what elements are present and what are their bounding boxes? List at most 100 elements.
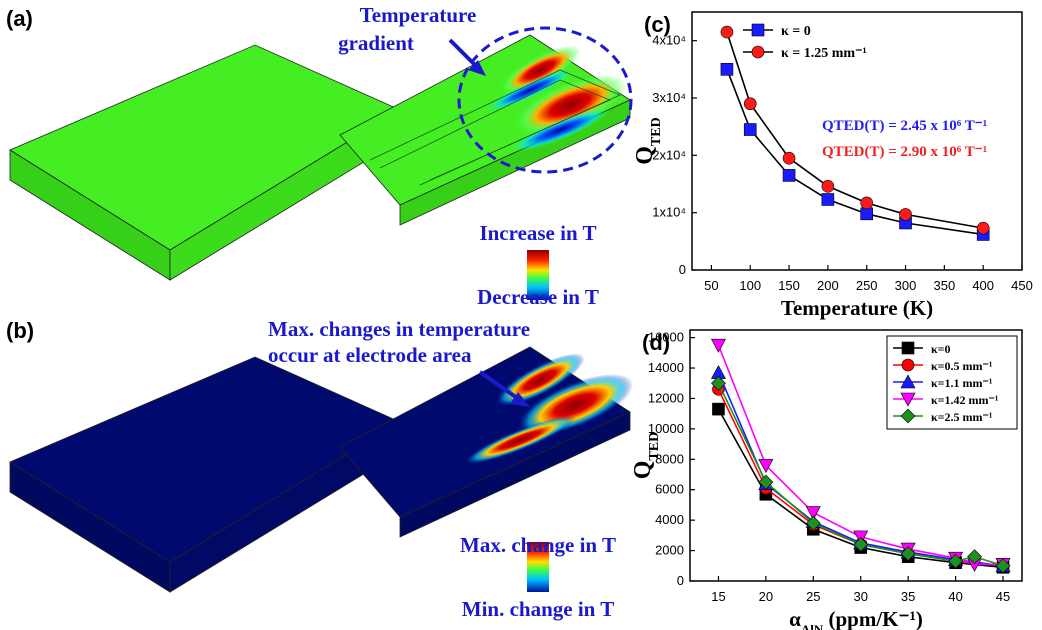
marker <box>948 553 964 569</box>
annotation: gradient <box>338 31 414 55</box>
marker <box>720 25 734 39</box>
legend-label: κ = 0 <box>781 24 811 39</box>
marker <box>743 97 757 111</box>
legend-marker <box>901 341 915 355</box>
marker <box>899 208 912 221</box>
marker <box>995 558 1011 574</box>
scale-top-label: Increase in T <box>479 221 596 245</box>
annotation: Max. changes in temperature <box>268 317 530 341</box>
x-tick-label: 250 <box>856 278 878 293</box>
render-a <box>9 26 633 300</box>
marker <box>821 179 835 193</box>
legend-label: κ=0.5 mm⁻¹ <box>931 359 993 373</box>
y-tick-label: 0 <box>677 573 684 588</box>
marker <box>860 196 874 210</box>
legend-marker <box>901 358 915 372</box>
y-tick-label: 1x10⁴ <box>652 205 686 220</box>
x-axis-label-main: α <box>789 607 801 630</box>
y-axis-label-main: Q <box>630 461 656 480</box>
y-tick-label: 10000 <box>648 421 684 436</box>
y-tick-label: 6000 <box>655 482 684 497</box>
y-tick-label: 8000 <box>655 451 684 466</box>
legend-label: κ = 1.25 mm⁻¹ <box>781 46 867 61</box>
marker <box>805 515 821 531</box>
legend-marker <box>900 392 916 407</box>
legend-label: κ=1.42 mm⁻¹ <box>931 393 999 407</box>
x-tick-label: 35 <box>901 589 915 604</box>
marker <box>821 193 835 206</box>
legend-marker <box>751 45 765 59</box>
marker <box>860 207 874 221</box>
x-tick-label: 150 <box>778 278 800 293</box>
y-tick-label: 12000 <box>648 390 684 405</box>
x-tick-label: 40 <box>948 589 962 604</box>
legend-label: κ=0 <box>931 342 951 356</box>
y-tick-label: 14000 <box>648 360 684 375</box>
scale-bottom-label: Decrease in T <box>477 285 599 309</box>
y-axis-label: QTED <box>630 432 662 479</box>
y-tick-label: 4x10⁴ <box>652 33 686 48</box>
plot-frame <box>689 329 1023 582</box>
annotation: occur at electrode area <box>268 343 472 367</box>
y-axis-label-sub: TED <box>649 117 664 146</box>
marker <box>712 402 725 416</box>
legend-marker <box>900 374 916 389</box>
x-tick-label: 400 <box>972 278 994 293</box>
marker <box>710 338 726 353</box>
x-tick-label: 30 <box>854 589 868 604</box>
legend-marker <box>900 408 916 424</box>
x-axis-label-rest: (ppm/K⁻¹) <box>823 607 923 630</box>
x-axis-label: Temperature (K) <box>781 296 933 320</box>
x-tick-label: 50 <box>704 278 718 293</box>
y-tick-label: 4000 <box>655 512 684 527</box>
x-tick-label: 300 <box>895 278 917 293</box>
legend-label: κ=2.5 mm⁻¹ <box>931 410 993 424</box>
y-tick-label: 16000 <box>648 330 684 345</box>
y-tick-label: 3x10⁴ <box>652 90 686 105</box>
x-tick-label: 25 <box>806 589 820 604</box>
panel-label: (a) <box>6 6 33 31</box>
render-b <box>9 346 634 593</box>
y-tick-label: 2x10⁴ <box>652 147 686 162</box>
x-axis-label: αAlN (ppm/K⁻¹) <box>789 607 923 630</box>
x-tick-label: 350 <box>934 278 956 293</box>
y-tick-label: 0 <box>679 262 686 277</box>
panel-label: (c) <box>644 12 671 37</box>
plot-frame <box>691 11 1023 271</box>
x-tick-label: 45 <box>996 589 1010 604</box>
marker <box>782 169 796 182</box>
marker <box>805 506 821 521</box>
y-axis-label: QTED <box>632 117 664 164</box>
x-axis-label-sub: AlN <box>801 622 824 630</box>
scale-top-label: Max. change in T <box>460 533 616 557</box>
x-tick-label: 100 <box>739 278 761 293</box>
scale-bottom-label: Min. change in T <box>462 597 614 621</box>
y-axis-label-sub: TED <box>647 432 662 461</box>
legend-label: κ=1.1 mm⁻¹ <box>931 376 993 390</box>
x-tick-label: 15 <box>711 589 725 604</box>
marker <box>720 63 734 76</box>
marker <box>743 123 757 136</box>
x-tick-label: 450 <box>1011 278 1033 293</box>
legend-marker <box>751 23 765 37</box>
panel-label: (d) <box>642 330 670 355</box>
marker <box>758 459 774 474</box>
y-tick-label: 2000 <box>655 543 684 558</box>
marker <box>967 549 982 565</box>
annotation: Temperature <box>360 3 477 27</box>
marker <box>976 221 990 235</box>
y-axis-label-main: Q <box>632 146 658 165</box>
x-tick-label: 200 <box>817 278 839 293</box>
x-axis-label-main: Temperature (K) <box>781 296 933 320</box>
marker <box>758 474 774 490</box>
marker <box>853 537 869 552</box>
marker <box>711 375 726 391</box>
marker <box>782 151 796 165</box>
equation: QTED(T) = 2.90 x 10⁶ T⁻¹ <box>822 144 987 160</box>
marker <box>900 546 916 562</box>
x-tick-label: 20 <box>759 589 773 604</box>
equation: QTED(T) = 2.45 x 10⁶ T⁻¹ <box>822 118 987 134</box>
panel-label: (b) <box>6 318 34 343</box>
